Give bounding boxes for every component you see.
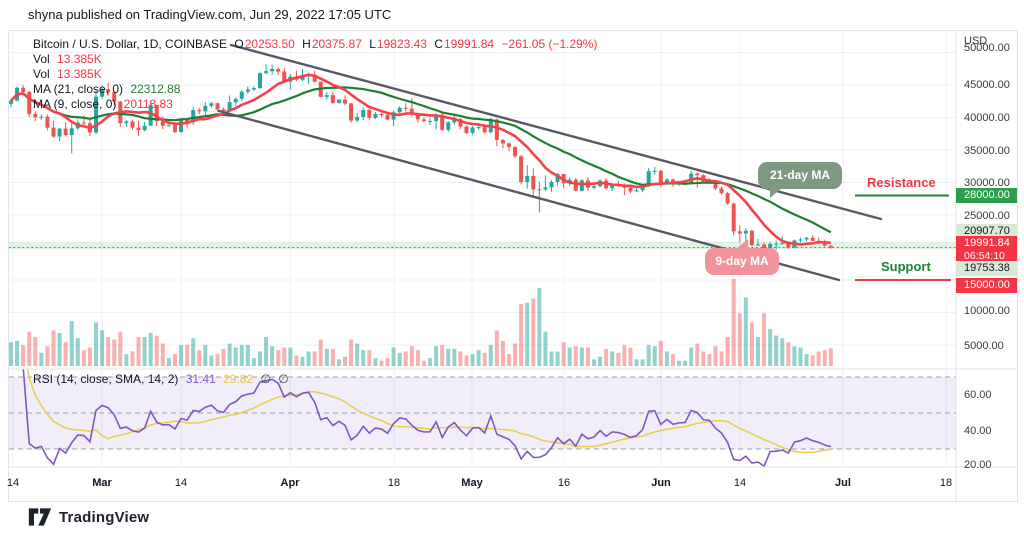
resistance-text[interactable]: Resistance [867,175,936,190]
tradingview-brand-text: TradingView [59,508,150,526]
time-tick: 16 [557,477,571,489]
ma21-value: 22312.88 [130,82,181,96]
time-tick: 14 [733,477,747,489]
time-tick: 14 [6,477,20,489]
support-text[interactable]: Support [881,259,931,274]
volume-label-2: Vol [33,67,50,81]
chart-legend: Bitcoin / U.S. Dollar, 1D, COINBASE O202… [33,37,601,112]
time-tick: 18 [939,477,953,489]
price-axis-currency: USD [964,35,988,47]
rsi-lines [22,369,832,467]
ma21-legend-row[interactable]: MA (21, close, 0) 22312.88 [33,82,601,97]
ma-21-line [10,86,832,234]
time-axis[interactable]: 14 Mar 14 Apr 18 May 16 Jun 14 Jul 18 [6,467,956,501]
open-value: 20253.50 [244,37,295,51]
rsi-sma-line [26,369,831,454]
tradingview-chart-widget: Bitcoin / U.S. Dollar, 1D, COINBASE O202… [6,30,1018,502]
price-tick: 20.00 [964,459,992,471]
time-tick: Apr [280,477,300,489]
rsi-line [22,369,832,467]
ma9-value: 20118.83 [123,97,173,111]
rsi-label: RSI (14, close, SMA, 14, 2) [33,372,179,386]
tradingview-logo-icon [28,508,52,526]
volume-legend-row-2[interactable]: Vol 13.385K [33,67,601,82]
price-tick: 10000.00 [964,305,1010,317]
price-badge: 15000.00 [956,278,1017,293]
volume-series [9,278,833,366]
price-tick: 30000.00 [964,177,1010,189]
price-tick: 40000.00 [964,112,1010,124]
time-tick: 18 [387,477,401,489]
ma9-callout-bubble[interactable]: 9-day MA [705,239,779,275]
volume-legend-row[interactable]: Vol 13.385K [33,52,601,67]
volume-label: Vol [33,52,50,66]
price-zone-band[interactable] [9,241,956,250]
rsi-null-value-2: ∅ [278,372,289,386]
rsi-value: 31.41 [185,372,216,386]
rsi-legend-row[interactable]: RSI (14, close, SMA, 14, 2) 31.41 29.82 … [33,372,293,386]
ma-9-line [10,73,831,246]
price-tick: 35000.00 [964,145,1010,157]
ma9-legend-row[interactable]: MA (9, close, 0) 20118.83 [33,97,601,112]
chart-canvas[interactable] [9,31,1017,501]
price-badge: 28000.00 [956,188,1017,203]
low-label: L [369,37,376,51]
price-tick: 5000.00 [964,340,1004,352]
ma9-label: MA (9, close, 0) [33,97,117,111]
low-value: 19823.43 [376,37,427,51]
time-tick: 14 [174,477,188,489]
price-axis[interactable]: USD 50000.00 45000.00 40000.00 35000.00 30000… [956,31,1017,501]
open-label: O [234,37,244,51]
time-tick: Mar [92,477,112,489]
price-countdown: 06:54:10 [964,250,1005,262]
ma21-label: MA (21, close, 0) [33,82,124,96]
price-tick: 50000.00 [964,42,1010,54]
price-tick: 45000.00 [964,79,1010,91]
price-tick: 25000.00 [964,210,1010,222]
close-label: C [434,37,443,51]
price-badge: 19991.84 06:54:10 [956,236,1017,264]
published-line: shyna published on TradingView.com, Jun … [28,7,392,22]
high-value: 20375.87 [311,37,362,51]
volume-value-2: 13.385K [57,67,102,81]
rsi-sma-value: 29.82 [223,372,254,386]
high-label: H [302,37,311,51]
time-tick: Jul [835,477,851,489]
volume-value: 13.385K [57,52,102,66]
change-value: −261.05 (−1.29%) [501,37,598,51]
price-tick: 60.00 [964,389,992,401]
price-badge: 19753.38 [956,261,1017,276]
time-tick: Jun [651,477,671,489]
price-badge: 20907.70 [956,224,1017,239]
tradingview-branding[interactable]: TradingView [28,507,149,527]
ma21-callout-bubble[interactable]: 21-day MA [758,162,842,198]
close-value: 19991.84 [444,37,495,51]
time-tick: May [461,477,483,489]
price-tick: 40.00 [964,425,992,437]
symbol-legend-row[interactable]: Bitcoin / U.S. Dollar, 1D, COINBASE O202… [33,37,601,52]
symbol-title: Bitcoin / U.S. Dollar, 1D, COINBASE [33,37,228,51]
rsi-null-value-1: ∅ [260,372,271,386]
